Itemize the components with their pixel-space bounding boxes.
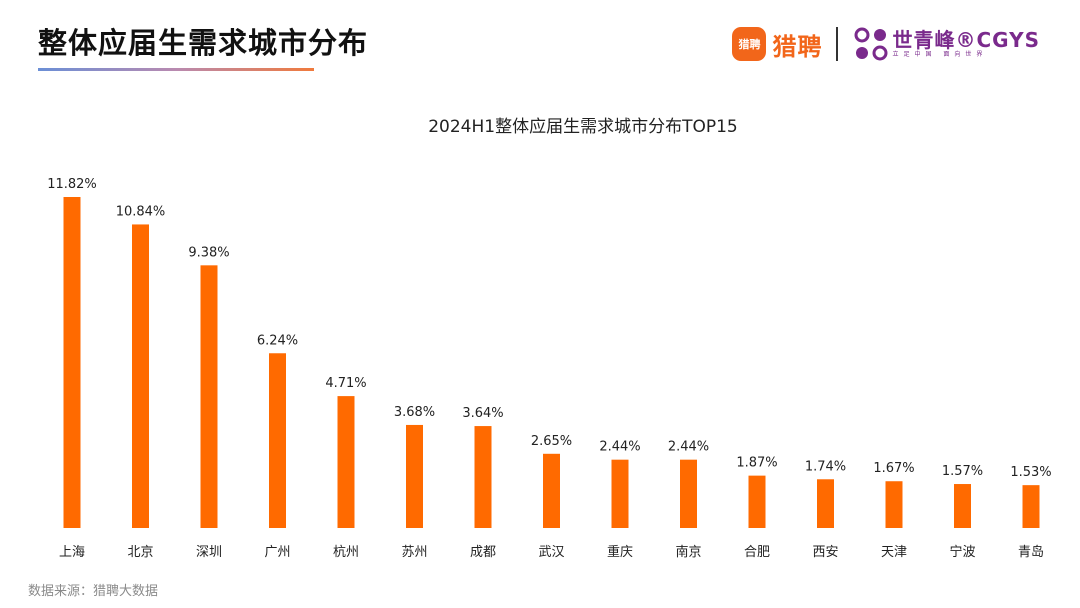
bar-8 xyxy=(611,459,629,528)
liepin-logo-icon: 猎聘 xyxy=(732,27,767,61)
category-label-9: 南京 xyxy=(675,544,701,560)
bar-12 xyxy=(885,481,903,528)
category-label-13: 宁波 xyxy=(949,544,975,560)
cgys-logo-slogan: 立足中国 面向世界 xyxy=(892,51,988,58)
bar-14 xyxy=(1022,485,1040,528)
value-label-0: 11.82% xyxy=(47,177,97,192)
liepin-logo: 猎聘 猎聘 xyxy=(732,27,822,62)
category-label-10: 合肥 xyxy=(744,545,770,560)
category-label-11: 西安 xyxy=(812,545,838,560)
brand-area: 猎聘 猎聘 世青峰®CGYS 立足中国 面向世界 xyxy=(732,22,1040,66)
value-label-2: 9.38% xyxy=(188,245,229,260)
value-label-6: 3.64% xyxy=(462,406,503,421)
category-label-6: 成都 xyxy=(470,545,496,560)
value-label-1: 10.84% xyxy=(116,204,166,219)
category-label-14: 青岛 xyxy=(1018,544,1044,560)
bar-5 xyxy=(406,424,423,528)
bar-9 xyxy=(680,459,697,528)
brand-divider xyxy=(836,27,839,61)
bar-4 xyxy=(337,396,355,528)
value-label-10: 1.87% xyxy=(736,456,777,471)
bar-3 xyxy=(269,353,286,528)
category-label-5: 苏州 xyxy=(401,544,427,560)
bar-1 xyxy=(132,224,149,529)
value-label-4: 4.71% xyxy=(325,376,366,391)
bar-0 xyxy=(63,197,81,528)
chart-title: 2024H1整体应届生需求城市分布TOP15 xyxy=(428,117,738,137)
cgys-logo: 世青峰®CGYS 立足中国 面向世界 xyxy=(854,27,1040,61)
bar-11 xyxy=(817,479,834,528)
category-label-3: 广州 xyxy=(264,545,290,560)
cgys-mark-icon xyxy=(854,27,888,61)
category-label-12: 天津 xyxy=(881,545,907,560)
source-note: 数据来源：猎聘大数据 xyxy=(28,584,159,599)
value-label-13: 1.57% xyxy=(942,464,983,479)
value-label-12: 1.67% xyxy=(873,461,914,476)
value-label-3: 6.24% xyxy=(257,333,298,348)
value-label-14: 1.53% xyxy=(1010,465,1051,480)
category-label-1: 北京 xyxy=(127,545,153,560)
value-label-7: 2.65% xyxy=(531,434,572,449)
bar-chart: 2024H1整体应届生需求城市分布TOP15 11.82% 上海 10.84% 北京 9… xyxy=(47,117,1051,560)
value-label-9: 2.44% xyxy=(668,440,709,455)
title-underline xyxy=(38,68,314,71)
bar-13 xyxy=(954,484,971,528)
category-label-8: 重庆 xyxy=(607,544,633,560)
bar-7 xyxy=(543,453,560,528)
bar-6 xyxy=(474,426,492,528)
cgys-logo-text: 世青峰®CGYS xyxy=(892,28,1040,52)
bars-layer: 11.82% 上海 10.84% 北京 9.38% 深圳 6.24% 广州 4.71% 杭州 3.6… xyxy=(47,177,1051,560)
value-label-8: 2.44% xyxy=(599,440,640,455)
value-label-5: 3.68% xyxy=(394,405,435,420)
value-label-11: 1.74% xyxy=(805,459,846,474)
category-label-7: 武汉 xyxy=(538,545,564,560)
page-title: 整体应届生需求城市分布 xyxy=(38,26,369,60)
bar-10 xyxy=(748,475,766,528)
liepin-logo-text: 猎聘 xyxy=(772,32,823,61)
category-label-4: 杭州 xyxy=(333,545,359,560)
category-label-2: 深圳 xyxy=(196,545,222,560)
bar-2 xyxy=(200,265,218,528)
category-label-0: 上海 xyxy=(59,545,85,560)
